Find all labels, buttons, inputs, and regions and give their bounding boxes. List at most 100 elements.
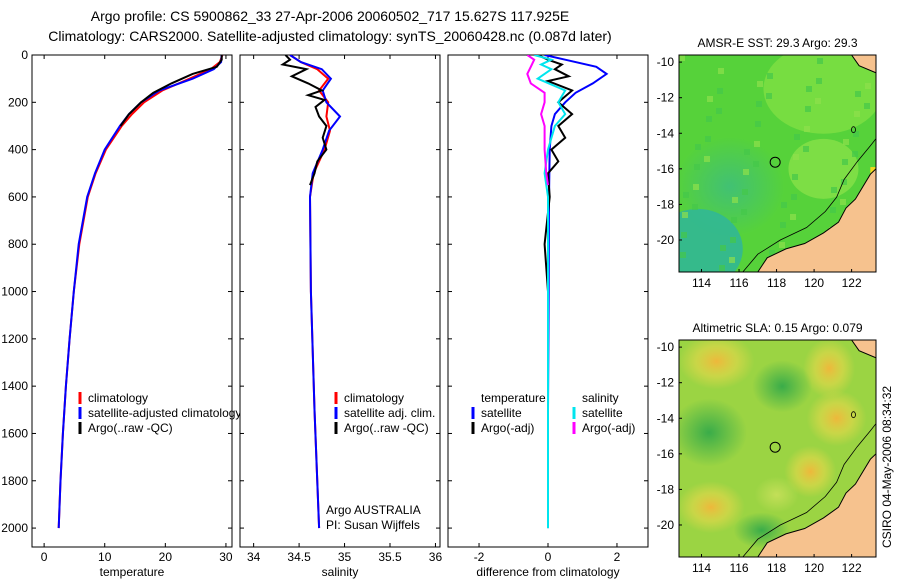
sst-pixel (754, 141, 760, 147)
sst-pixel (865, 83, 871, 89)
sst-pixel (705, 136, 711, 142)
sst-pixel (755, 121, 761, 127)
lon-tick-label: 120 (804, 276, 824, 290)
lon-tick-label: 118 (767, 276, 786, 290)
sst-pixel (742, 189, 748, 195)
sst-pixel (718, 68, 724, 74)
x-axis-label: temperature (100, 565, 165, 579)
sst-pixel (694, 164, 700, 170)
sst-pixel (804, 126, 810, 132)
map-field (679, 55, 876, 272)
lat-tick-label: -10 (657, 340, 675, 354)
legend-label: satellite adj. clim. (344, 406, 435, 420)
sst-pixel (692, 204, 698, 210)
shelf-contour (742, 138, 876, 272)
x-tick-label: 35 (338, 550, 352, 564)
legend-label: climatology (88, 391, 148, 405)
x-tick-label: 2 (614, 550, 621, 564)
sst-pixel (729, 257, 735, 263)
x-tick-label: 34 (247, 550, 261, 564)
figure-title-line2: Climatology: CARS2000. Satellite-adjuste… (48, 28, 612, 44)
land-mass (757, 453, 876, 557)
y-tick-label: 1200 (1, 332, 28, 346)
lon-tick-label: 120 (804, 561, 824, 575)
lon-tick-label: 122 (842, 561, 862, 575)
salinity-panel: 34 34.5 35 35.5 36 salinity climatologysatelli… (239, 54, 442, 579)
sst-pixel (793, 154, 799, 160)
y-tick-label: 800 (8, 237, 28, 251)
sst-pixel (779, 242, 785, 248)
legend-title-salinity: salinity (582, 391, 619, 405)
series-line-argo-raw-qc- (280, 55, 328, 186)
lat-tick-label: -14 (657, 411, 675, 425)
sst-map-panel: AMSR-E SST: 29.3 Argo: 29.3 114 116 118 120 1… (657, 36, 877, 290)
x-tick-label: 30 (219, 550, 233, 564)
lon-tick-label: 122 (842, 276, 862, 290)
legend-label: Argo(..raw -QC) (88, 421, 173, 435)
lat-tick-label: -14 (657, 126, 675, 140)
sst-pixel (720, 245, 726, 251)
sst-pixel (794, 134, 800, 140)
sst-pixel (830, 207, 836, 213)
lat-tick-label: -12 (657, 376, 675, 390)
sst-pixel (781, 202, 787, 208)
sst-pixel (732, 197, 738, 203)
sst-pixel (805, 106, 811, 112)
land-mass-north (850, 340, 876, 359)
sst-pixel (780, 222, 786, 228)
x-tick-label: 0 (545, 550, 552, 564)
lat-tick-label: -18 (657, 197, 675, 211)
sst-pixel (731, 217, 737, 223)
shelf-contour (742, 423, 876, 557)
sst-pixel (864, 103, 870, 109)
x-axis-label: difference from climatology (476, 565, 619, 579)
lat-tick-label: -20 (657, 233, 675, 247)
sst-pixel (767, 73, 773, 79)
x-tick-label: 34.5 (287, 550, 311, 564)
y-tick-label: 1400 (1, 379, 28, 393)
lon-tick-label: 114 (692, 276, 711, 290)
sst-pixel (816, 78, 822, 84)
legend-label: satellite (481, 406, 522, 420)
y-tick-label: 1600 (1, 426, 28, 440)
lon-tick-label: 116 (729, 561, 748, 575)
legend-label: satellite (582, 406, 623, 420)
sst-pixel (806, 86, 812, 92)
sst-pixel (679, 55, 685, 61)
y-tick-label: 600 (8, 190, 28, 204)
reef-outline (851, 126, 856, 134)
sst-pixel (706, 116, 712, 122)
sst-pixel (741, 209, 747, 215)
plot-frame (31, 54, 233, 548)
legend-label: Argo(-adj) (582, 421, 635, 435)
sst-cool-patch (679, 208, 743, 272)
sst-pixel (852, 151, 858, 157)
argo-float-marker (769, 441, 781, 453)
map-title: Altimetric SLA: 0.15 Argo: 0.079 (692, 321, 862, 335)
series-line-salinity-argo-adj- (526, 55, 549, 186)
sst-pixel (683, 192, 689, 198)
x-tick-label: -2 (474, 550, 485, 564)
sst-pixel (855, 91, 861, 97)
timestamp-stamp: CSIRO 04-May-2006 08:34:32 (880, 385, 894, 548)
sst-pixel (841, 179, 847, 185)
sst-pixel (817, 58, 823, 64)
sst-pixel (792, 174, 798, 180)
panel-annotation: Argo AUSTRALIA (326, 503, 421, 517)
lat-tick-label: -18 (657, 482, 675, 496)
sst-pixel (681, 232, 687, 238)
sst-pixel (756, 101, 762, 107)
sst-pixel (842, 159, 848, 165)
sst-pixel (716, 108, 722, 114)
lat-tick-label: -20 (657, 518, 675, 532)
sst-pixel (704, 156, 710, 162)
legend-label: satellite-adjusted climatology (88, 406, 241, 420)
sst-pixel (766, 93, 772, 99)
x-tick-label: 0 (41, 550, 48, 564)
y-tick-label: 200 (8, 95, 28, 109)
sst-pixel (843, 139, 849, 145)
temperature-panel: 0 200 400 600 800 1000 1200 1400 1600 1800 2000 0 10… (1, 48, 241, 579)
legend-title-temperature: temperature (481, 391, 546, 405)
